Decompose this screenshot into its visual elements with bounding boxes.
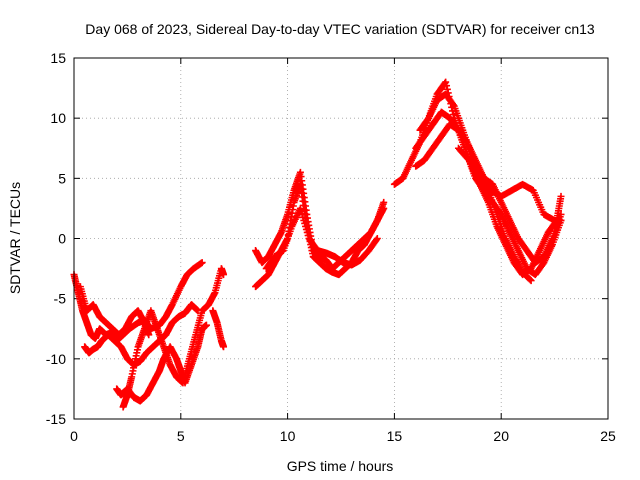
data-point: [442, 78, 450, 86]
y-tick-label: 0: [58, 231, 66, 247]
data-point: [380, 198, 388, 206]
data-point: [145, 331, 153, 339]
y-tick-label: -10: [46, 351, 66, 367]
x-axis-label: GPS time / hours: [287, 458, 394, 474]
x-tick-label: 20: [493, 428, 509, 444]
data-point: [449, 111, 457, 119]
chart-title: Day 068 of 2023, Sidereal Day-to-day VTE…: [85, 21, 595, 37]
data-point: [557, 192, 565, 200]
x-tick-label: 15: [387, 428, 403, 444]
data-point: [220, 271, 228, 279]
data-point: [198, 259, 206, 267]
data-point: [557, 216, 565, 224]
axis-ticks: 0 5 10 15 20 25 -15 -10 -5 0 5 10 15: [46, 50, 616, 444]
data-point: [557, 210, 565, 218]
x-tick-label: 5: [177, 428, 185, 444]
x-tick-label: 0: [70, 428, 78, 444]
data-point: [202, 321, 210, 329]
data-point: [449, 101, 457, 109]
y-tick-label: 10: [50, 110, 66, 126]
y-axis-label: SDTVAR / TECUs: [7, 182, 23, 294]
data-point: [443, 82, 451, 90]
y-tick-label: -5: [54, 291, 67, 307]
data-point: [443, 85, 451, 93]
data-point: [527, 277, 535, 285]
y-tick-label: 5: [58, 170, 66, 186]
data-points: [70, 78, 565, 411]
y-tick-label: 15: [50, 50, 66, 66]
data-point: [220, 343, 228, 351]
data-point: [526, 276, 534, 284]
data-point: [373, 235, 381, 242]
data-point: [372, 236, 380, 244]
x-tick-label: 25: [600, 428, 616, 444]
y-tick-label: -15: [46, 411, 66, 427]
plot-frame: [73, 57, 609, 420]
x-tick-label: 10: [280, 428, 296, 444]
